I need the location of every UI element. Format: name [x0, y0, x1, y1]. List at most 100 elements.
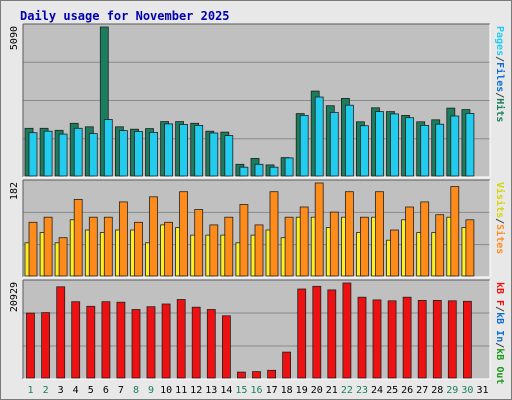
top-bar-pages [134, 131, 143, 177]
middle-bar-sites [405, 206, 415, 277]
x-tick-label: 10 [160, 385, 172, 396]
x-tick-label: 24 [371, 385, 383, 396]
middle-bar-sites [420, 201, 430, 277]
bottom-ytick-label: 20929 [9, 282, 20, 312]
middle-bar-sites [284, 216, 294, 277]
x-tick-label: 7 [118, 385, 124, 396]
top-bar-pages [435, 123, 445, 177]
x-tick-label: 31 [476, 385, 488, 396]
top-bar-pages [209, 132, 219, 177]
middle-bar-sites [28, 221, 38, 277]
middle-bar-sites [134, 221, 143, 277]
bottom-legend-item: kB F [494, 282, 505, 306]
middle-bar-sites [390, 229, 399, 277]
bottom-bar-kbytes [417, 299, 427, 379]
x-tick-label: 29 [446, 385, 458, 396]
x-tick-label: 13 [205, 385, 217, 396]
bottom-bar-kbytes [297, 288, 307, 379]
top-bar-pages [254, 163, 264, 177]
bottom-legend-item: kB Out [494, 348, 505, 384]
bottom-bar-kbytes [191, 306, 201, 379]
middle-bar-sites [344, 191, 354, 277]
bottom-bar-kbytes [221, 315, 231, 379]
x-tick-label: 2 [43, 385, 49, 396]
top-legend-item: Hits [494, 98, 506, 122]
top-bar-pages [58, 133, 68, 177]
bottom-bar-kbytes [86, 305, 96, 379]
bottom-bar-kbytes [267, 369, 277, 379]
top-bar-pages [375, 111, 384, 177]
bottom-bar-kbytes [41, 312, 50, 379]
top-bar-pages [344, 104, 354, 177]
x-tick-label: 18 [281, 385, 293, 396]
middle-legend-item: Sites [494, 224, 506, 254]
bottom-bar-kbytes [447, 300, 457, 379]
top-bar-pages [405, 117, 415, 177]
top-bar-pages [43, 130, 53, 177]
bottom-bar-kbytes [327, 289, 337, 379]
x-tick-label: 25 [386, 385, 398, 396]
bottom-bar-kbytes [342, 282, 352, 379]
x-tick-label: 3 [58, 385, 64, 396]
top-legend: Pages/Files/Hits [494, 26, 506, 122]
middle-legend-item: / [494, 218, 505, 224]
top-legend-item: / [494, 56, 505, 62]
bottom-bar-kbytes [101, 301, 111, 379]
x-tick-label: 21 [326, 385, 338, 396]
x-tick-label: 8 [133, 385, 139, 396]
top-bar-pages [420, 125, 430, 177]
top-bar-pages [299, 115, 309, 177]
x-tick-label: 17 [266, 385, 278, 396]
top-bar-pages [88, 133, 98, 177]
middle-bar-sites [103, 216, 113, 277]
bottom-bar-kbytes [146, 306, 156, 379]
bottom-bar-kbytes [402, 296, 412, 379]
x-tick-label: 22 [341, 385, 353, 396]
x-tick-label: 30 [461, 385, 473, 396]
x-tick-label: 23 [356, 385, 368, 396]
bottom-bar-kbytes [161, 303, 171, 379]
top-bar-pages [164, 123, 174, 177]
bottom-bar-kbytes [26, 312, 35, 379]
bottom-bar-kbytes [387, 300, 397, 379]
top-bar-pages [224, 135, 234, 177]
bottom-legend-item: / [494, 306, 505, 312]
bottom-bar-kbytes [282, 351, 292, 379]
middle-bar-sites [465, 219, 475, 277]
x-tick-label: 19 [296, 385, 308, 396]
top-bar-pages [314, 96, 324, 177]
bottom-panel-bg [23, 280, 490, 379]
middle-bar-sites [194, 209, 204, 277]
middle-bar-sites [88, 216, 98, 277]
x-tick-label: 27 [416, 385, 428, 396]
bottom-bar-kbytes [116, 301, 126, 379]
middle-bar-sites [164, 221, 174, 277]
middle-bar-sites [450, 186, 460, 277]
middle-bar-sites [269, 191, 279, 277]
x-tick-label: 20 [311, 385, 323, 396]
middle-bar-sites [239, 204, 249, 277]
top-bar-pages [284, 157, 294, 177]
x-tick-label: 15 [235, 385, 247, 396]
x-tick-label: 5 [88, 385, 94, 396]
bottom-bar-kbytes [312, 285, 322, 379]
middle-bar-sites [435, 214, 445, 277]
middle-legend: Visits/Sites [494, 182, 506, 254]
bottom-bar-kbytes [206, 309, 216, 379]
bottom-bar-kbytes [357, 296, 367, 379]
middle-ytick-label: 182 [9, 182, 20, 200]
middle-bar-sites [149, 196, 158, 277]
top-legend-item: / [494, 92, 505, 98]
top-bar-pages [239, 166, 249, 177]
x-tick-label: 28 [431, 385, 443, 396]
x-tick-label: 14 [220, 385, 232, 396]
x-tick-label: 6 [103, 385, 109, 396]
top-bar-pages [194, 125, 204, 177]
middle-bar-sites [375, 191, 384, 277]
bottom-bar-kbytes [252, 371, 261, 379]
x-tick-label: 1 [27, 385, 33, 396]
bottom-bar-kbytes [462, 300, 472, 379]
chart-title: Daily usage for November 2025 [20, 9, 230, 23]
top-bar-pages [269, 166, 279, 177]
